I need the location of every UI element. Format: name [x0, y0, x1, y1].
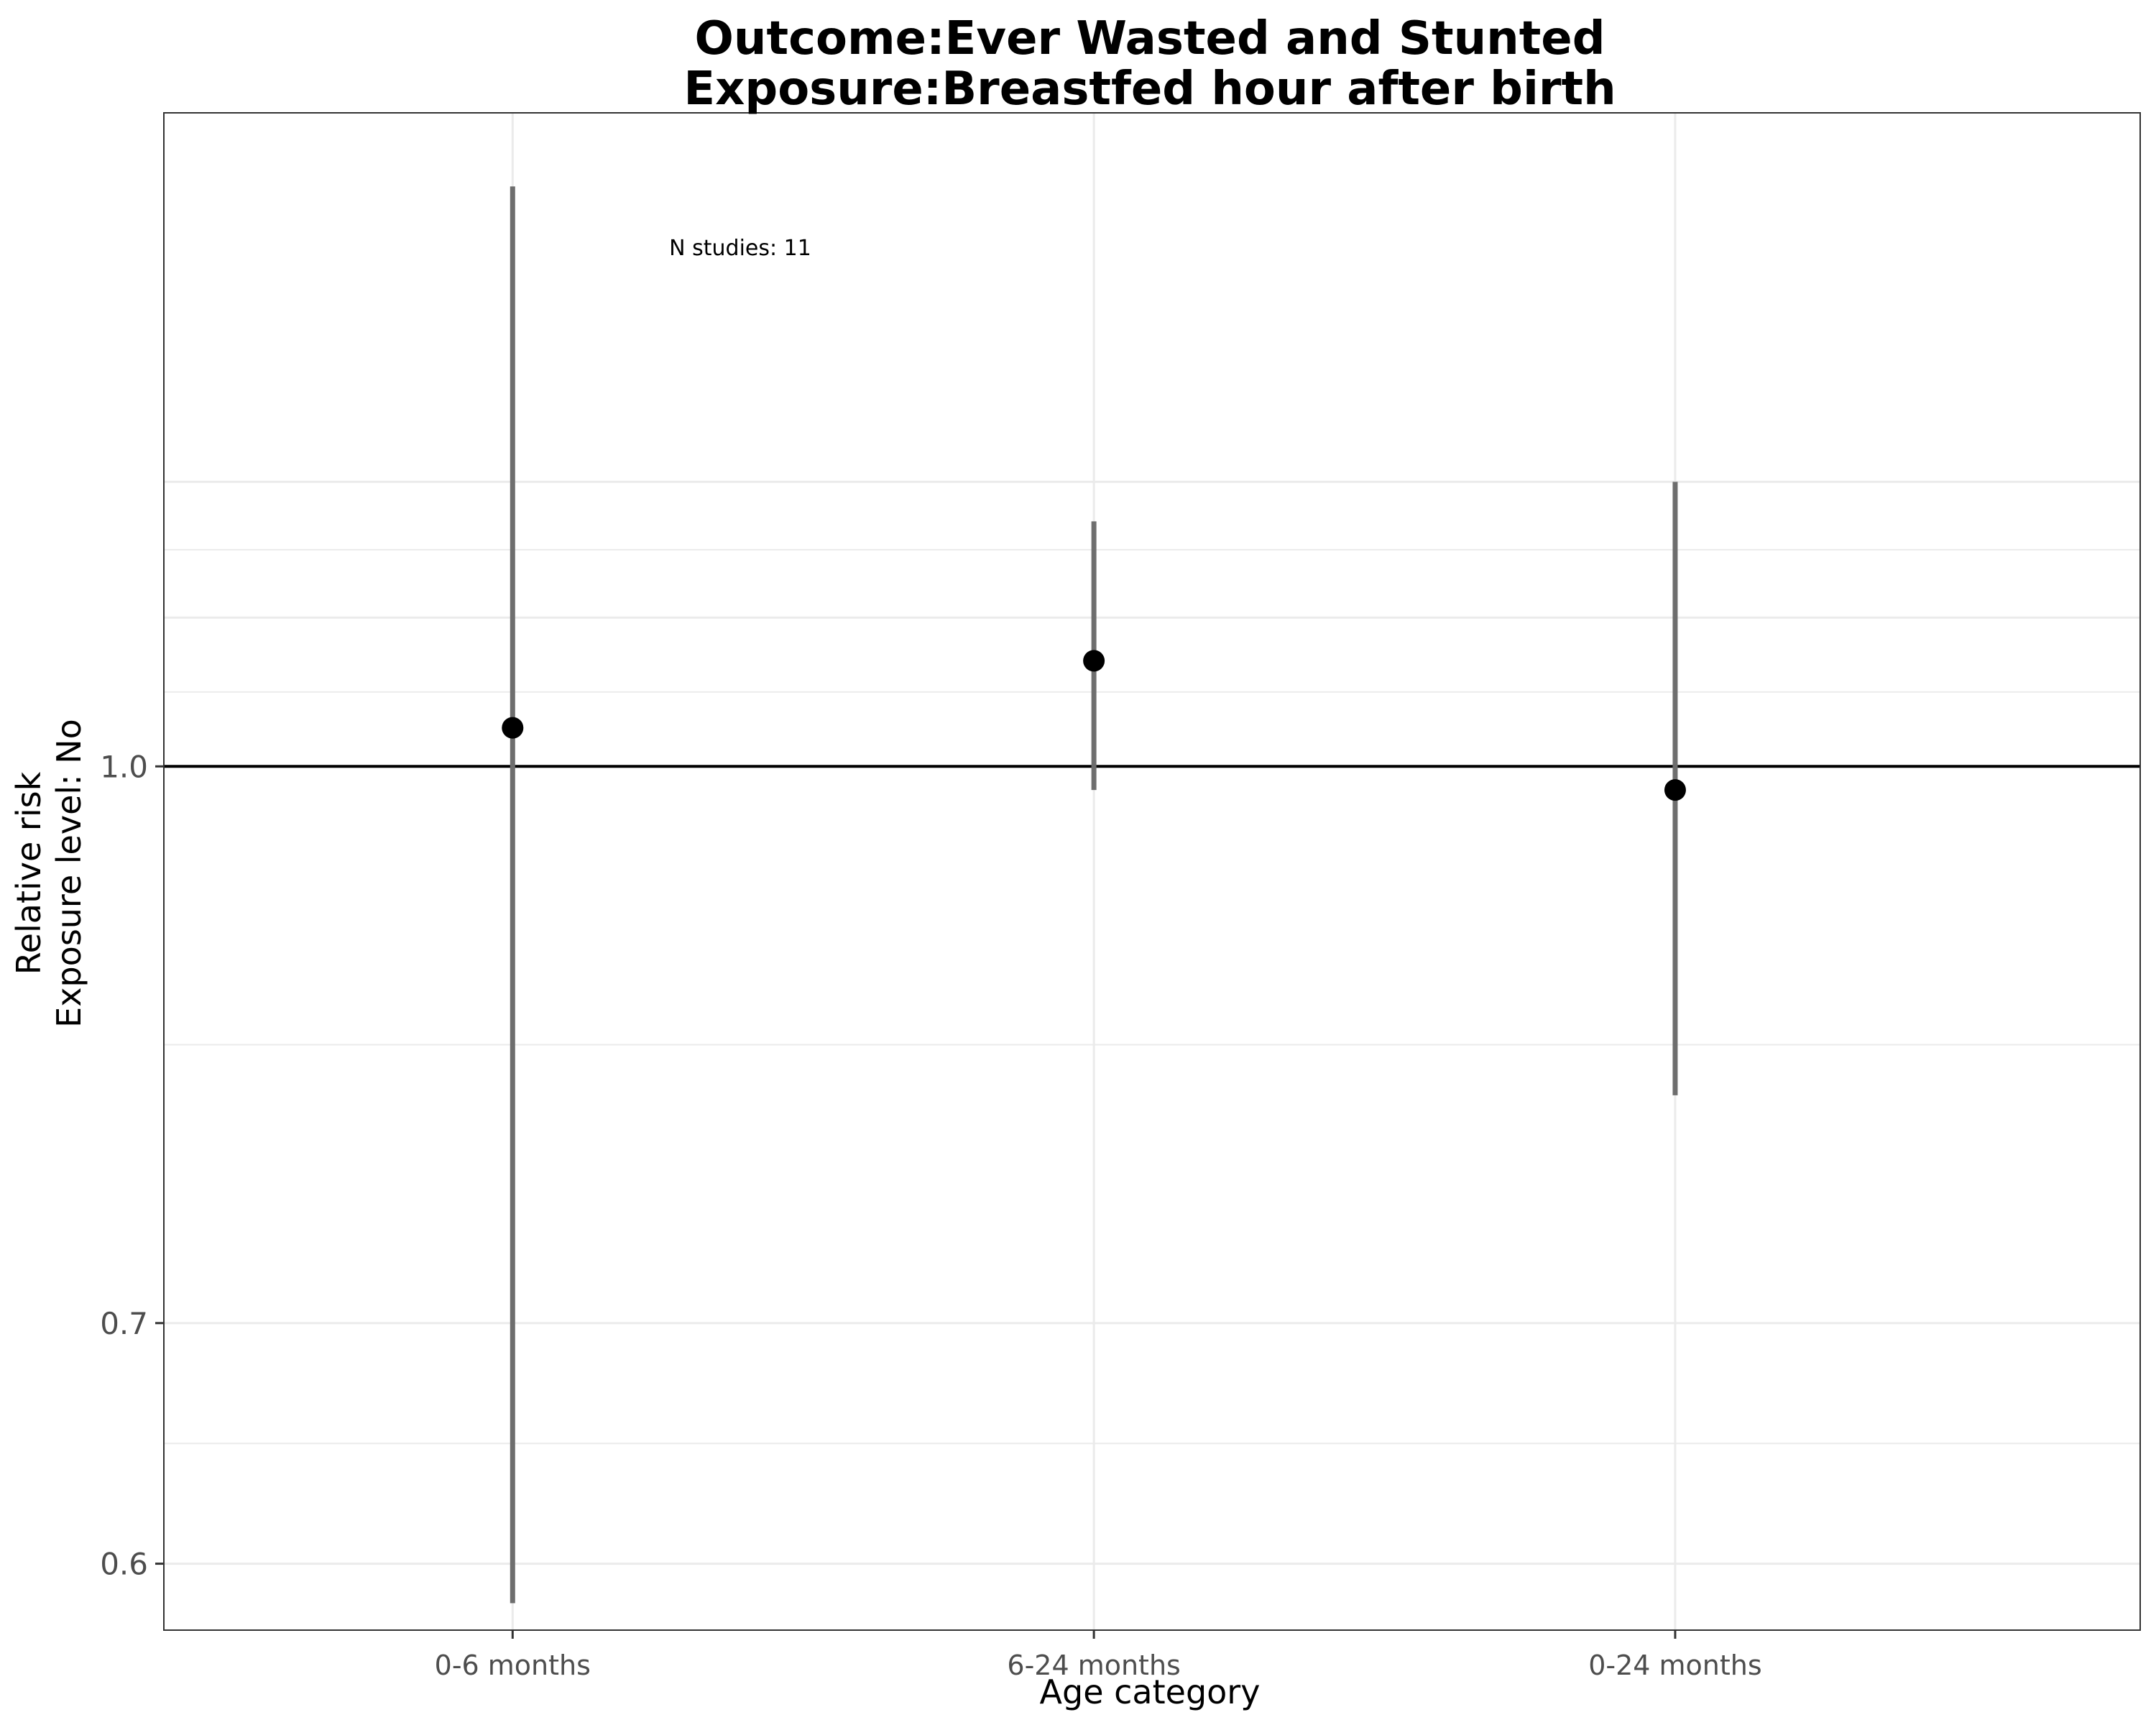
x-tick-label: 6-24 months [1007, 1650, 1180, 1681]
grid-lines [164, 113, 2140, 1630]
x-axis: 0-6 months 6-24 months 0-24 months [435, 1630, 1762, 1681]
n-studies-annotation: N studies: 11 [669, 236, 811, 261]
y-tick-label: 0.6 [100, 1547, 148, 1582]
chart-title-line-1: Outcome:Ever Wasted and Stunted [695, 12, 1606, 65]
x-tick-label: 0-6 months [435, 1650, 591, 1681]
chart-title-line-2: Exposure:Breastfed hour after birth [683, 63, 1616, 116]
y-axis-title-line-1: Relative risk [9, 771, 48, 975]
y-tick-label: 0.7 [100, 1306, 148, 1341]
point-estimates [502, 650, 1686, 801]
y-axis-title-group: Relative risk Exposure level: No [9, 719, 88, 1028]
point-estimate [1664, 779, 1686, 801]
y-axis-title-line-2: Exposure level: No [50, 719, 88, 1028]
y-axis: 0.6 0.7 1.0 [100, 749, 164, 1582]
x-tick-label: 0-24 months [1588, 1650, 1761, 1681]
y-tick-label: 1.0 [100, 749, 148, 784]
x-axis-title: Age category [1040, 1673, 1261, 1711]
point-estimate [502, 717, 524, 739]
panel-border [163, 112, 2141, 1631]
point-estimate [1083, 650, 1105, 672]
